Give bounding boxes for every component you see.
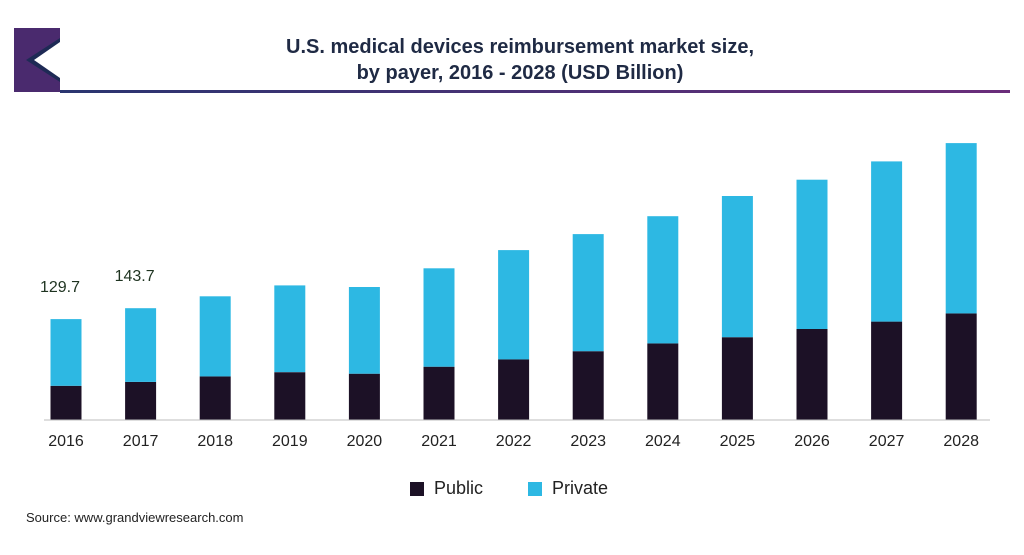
x-tick-label-2025: 2025 <box>720 433 756 450</box>
bar-public-2024 <box>647 343 679 420</box>
data-label-2017: 143.7 <box>115 268 155 285</box>
bar-public-2025 <box>721 337 753 420</box>
bar-private-2022 <box>498 250 530 360</box>
bar-public-2028 <box>945 313 977 420</box>
bar-public-2026 <box>796 329 828 420</box>
bar-public-2016 <box>50 385 82 420</box>
bar-private-2019 <box>274 285 306 373</box>
bar-private-2024 <box>647 216 679 344</box>
logo <box>14 28 60 92</box>
bar-private-2016 <box>50 319 82 386</box>
bar-public-2027 <box>871 321 903 420</box>
x-tick-label-2026: 2026 <box>794 433 830 450</box>
bar-public-2023 <box>572 351 604 420</box>
x-tick-label-2028: 2028 <box>943 433 979 450</box>
source-note: Source: www.grandviewresearch.com <box>26 510 244 525</box>
chart-title-line-2: by payer, 2016 - 2028 (USD Billion) <box>356 62 684 84</box>
x-tick-label-2019: 2019 <box>272 433 308 450</box>
bar-public-2018 <box>199 376 231 420</box>
bar-private-2021 <box>423 268 455 367</box>
bar-public-2021 <box>423 366 455 420</box>
bar-public-2019 <box>274 372 306 420</box>
chart-title: U.S. medical devices reimbursement marke… <box>190 34 850 86</box>
x-tick-label-2016: 2016 <box>48 433 84 450</box>
bar-public-2022 <box>498 359 530 420</box>
legend-swatch-private <box>528 481 542 496</box>
data-label-2016: 129.7 <box>40 279 80 296</box>
title-divider <box>60 90 1010 93</box>
x-tick-label-2022: 2022 <box>496 433 532 450</box>
x-tick-label-2027: 2027 <box>869 433 905 450</box>
legend-label-public: Public <box>434 478 484 498</box>
stacked-bar-chart: 2016 129.7 2017 143.7 2018 2019 2020 2021 2022 20… <box>40 143 990 450</box>
x-tick-label-2023: 2023 <box>570 433 606 450</box>
x-tick-label-2021: 2021 <box>421 433 457 450</box>
chart-title-line-1: U.S. medical devices reimbursement marke… <box>286 36 754 58</box>
bar-private-2025 <box>721 196 753 338</box>
legend-item-public: Public <box>410 478 483 499</box>
bar-private-2018 <box>199 296 231 377</box>
legend-item-private: Private <box>528 478 608 499</box>
bar-private-2027 <box>871 161 903 322</box>
bar-public-2020 <box>348 373 380 420</box>
bar-private-2026 <box>796 179 828 329</box>
bar-private-2020 <box>348 287 380 374</box>
x-tick-label-2020: 2020 <box>347 433 383 450</box>
bar-public-2017 <box>125 381 157 420</box>
x-tick-label-2018: 2018 <box>197 433 233 450</box>
x-tick-label-2024: 2024 <box>645 433 681 450</box>
legend-swatch-public <box>410 481 424 496</box>
bar-private-2017 <box>125 308 157 382</box>
x-tick-label-2017: 2017 <box>123 433 159 450</box>
legend-label-private: Private <box>552 478 609 498</box>
bar-private-2028 <box>945 143 977 314</box>
bar-private-2023 <box>572 234 604 352</box>
legend: Public Private <box>0 478 1024 500</box>
